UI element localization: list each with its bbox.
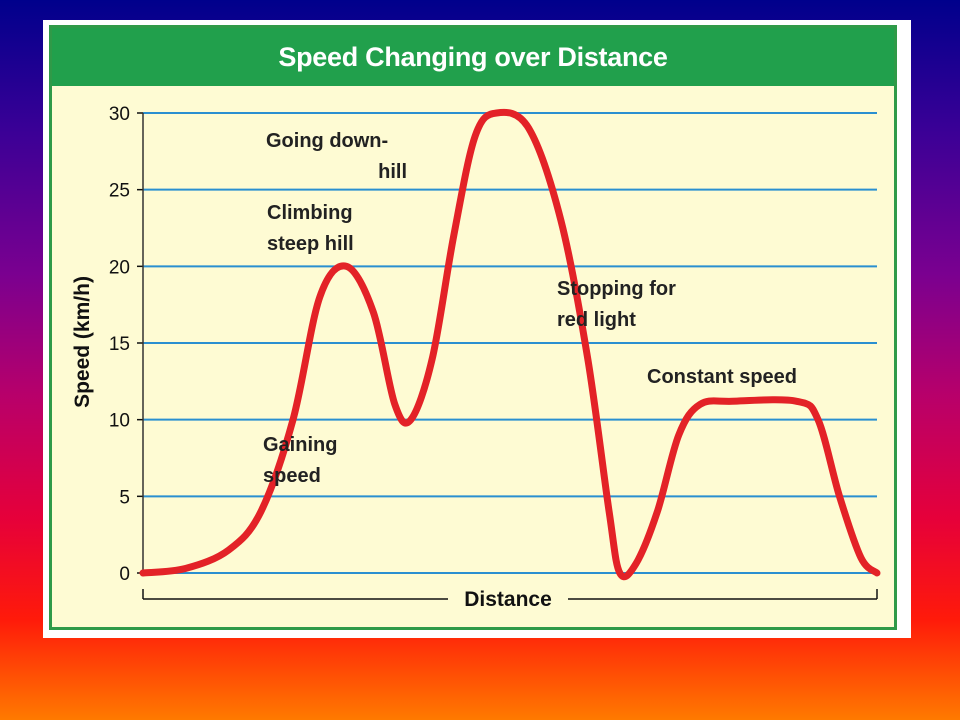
- chart-frame: Speed Changing over Distance: [49, 25, 897, 630]
- x-axis: Distance: [142, 588, 878, 611]
- chart-title: Speed Changing over Distance: [52, 28, 894, 86]
- annotation-2-line-1: red light: [557, 309, 636, 331]
- annotation-4-line-1: speed: [263, 465, 321, 487]
- annotation-3-line-0: Constant speed: [647, 366, 797, 388]
- annotation-1: Climbing steep hill: [267, 202, 354, 255]
- ytick-label-30: 30: [109, 104, 130, 125]
- ytick-label-10: 10: [109, 411, 130, 432]
- annotation-0-line-0: Going down-: [266, 130, 388, 152]
- ytick-label-5: 5: [119, 487, 130, 508]
- annotation-4-line-0: Gaining: [263, 434, 337, 456]
- grid-lines: [137, 112, 877, 574]
- annotation-0-line-1: hill: [378, 161, 407, 183]
- ytick-label-15: 15: [109, 334, 130, 355]
- ytick-label-20: 20: [109, 257, 130, 278]
- annotation-0: Going down-hill: [266, 130, 407, 183]
- speed-line: [139, 108, 881, 581]
- annotation-1-line-1: steep hill: [267, 233, 354, 255]
- ytick-label-0: 0: [119, 564, 130, 585]
- annotation-2-line-0: Stopping for: [557, 278, 676, 300]
- annotation-3: Constant speed: [647, 366, 797, 388]
- annotation-1-line-0: Climbing: [267, 202, 353, 224]
- y-axis-title: Speed (km/h): [71, 276, 94, 408]
- y-tick-labels: 0 5 10 15 20 25 30: [109, 104, 130, 585]
- ytick-label-25: 25: [109, 181, 130, 202]
- x-axis-title: Distance: [464, 588, 552, 611]
- annotations: Going down-hill Climbing steep hill Stoppin…: [263, 130, 797, 487]
- annotation-4: Gaining speed: [263, 434, 337, 487]
- annotation-2: Stopping for red light: [557, 278, 676, 331]
